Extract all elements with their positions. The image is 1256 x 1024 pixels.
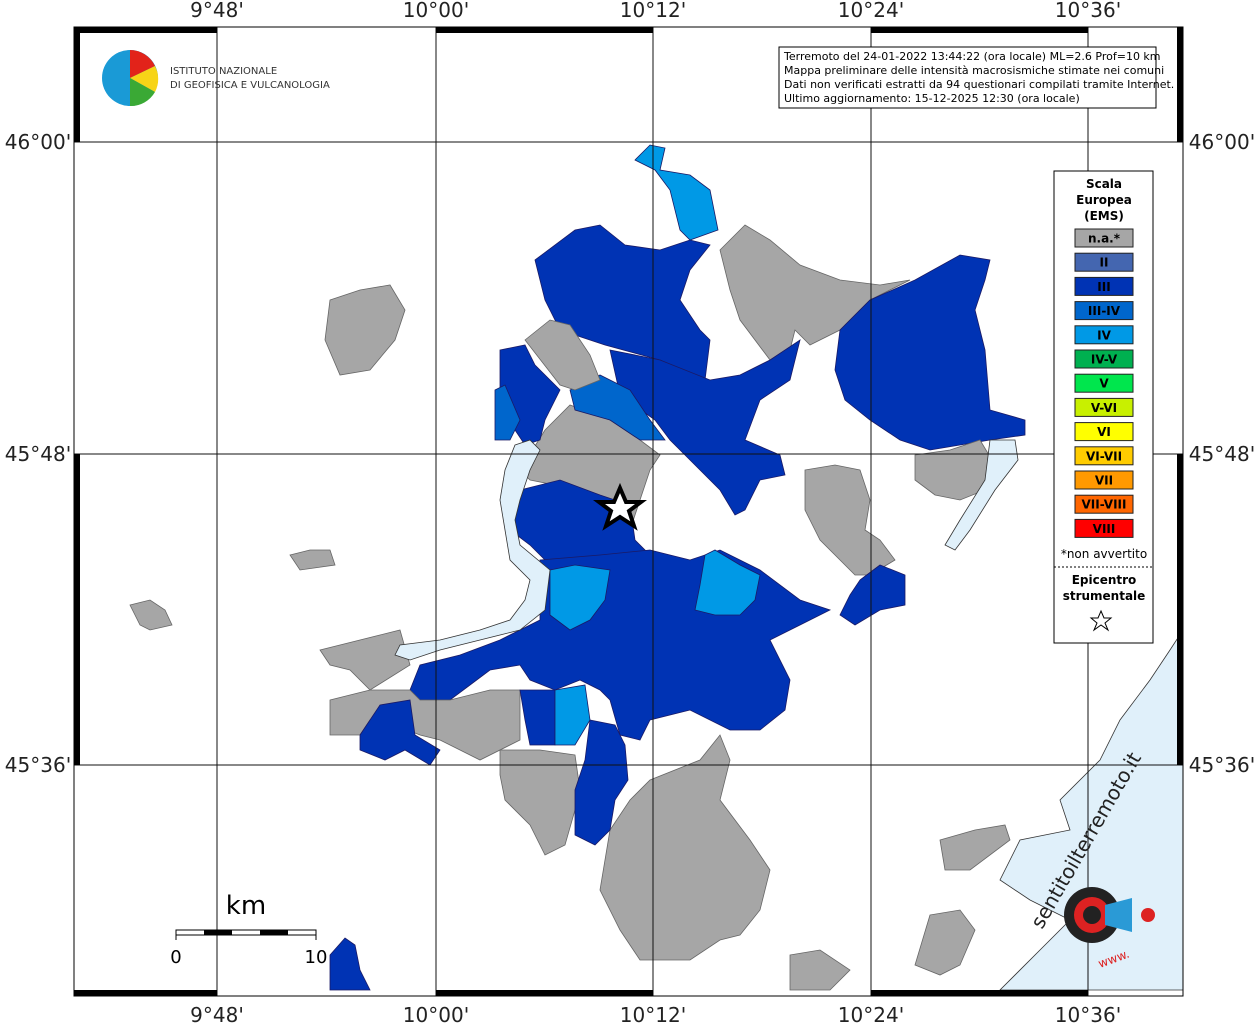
lakes: [999, 628, 1184, 991]
legend-swatch: [1074, 373, 1134, 393]
longitude-label: 10°24': [838, 1003, 904, 1024]
latitude-label: 45°48': [1189, 442, 1255, 466]
legend-note: *non avvertito: [1061, 547, 1147, 561]
legend-label: IV: [1097, 328, 1111, 342]
logo-text: ISTITUTO NAZIONALE: [170, 66, 277, 77]
latitude-label: 45°48': [5, 442, 71, 466]
legend-title: Europea: [1076, 193, 1132, 207]
legend-label: n.a.*: [1088, 232, 1121, 246]
legend-label: VI-VII: [1086, 449, 1122, 463]
info-line: Mappa preliminare delle intensità macros…: [784, 64, 1164, 77]
legend-label: VI: [1097, 425, 1111, 439]
info-line: Dati non verificati estratti da 94 quest…: [784, 78, 1174, 91]
legend-label: VIII: [1093, 522, 1116, 536]
legend-swatch: [1074, 325, 1134, 345]
scale-end: 10: [305, 947, 328, 968]
legend-label: V-VI: [1091, 401, 1117, 415]
latitude-label: 45°36': [5, 753, 71, 777]
legend-swatch: [1074, 422, 1134, 442]
legend-title: Scala: [1086, 177, 1122, 191]
legend-label: III: [1097, 280, 1110, 294]
info-line: Terremoto del 24-01-2022 13:44:22 (ora l…: [783, 50, 1161, 63]
legend-label: VII: [1095, 474, 1113, 488]
legend-label: VII-VIII: [1081, 498, 1126, 512]
scale-start: 0: [170, 947, 181, 968]
frame: [73, 26, 1184, 997]
longitude-label: 10°12': [620, 1003, 686, 1024]
scale-unit: km: [226, 891, 266, 921]
info-line: Ultimo aggiornamento: 15-12-2025 12:30 (…: [784, 92, 1080, 105]
scale-bar: km 0 10: [170, 891, 327, 968]
longitude-label: 10°00': [403, 0, 469, 22]
legend-label: V: [1099, 377, 1109, 391]
longitude-label: 9°48': [190, 0, 244, 22]
legend-swatch: [1074, 228, 1134, 248]
legend-epicentre: Epicentro: [1072, 573, 1137, 587]
legend-title: (EMS): [1084, 209, 1124, 223]
latitude-label: 46°00': [1189, 130, 1255, 154]
legend-label: II: [1100, 256, 1109, 270]
epicentre-star: [593, 482, 647, 531]
legend-swatch: [1074, 494, 1134, 514]
legend-swatch: [1074, 470, 1134, 490]
legend-epicentre: strumentale: [1063, 589, 1146, 603]
longitude-label: 10°00': [403, 1003, 469, 1024]
longitude-label: 10°12': [620, 0, 686, 22]
logo: ISTITUTO NAZIONALE DI GEOFISICA E VULCAN…: [102, 50, 330, 107]
latitude-label: 46°00': [5, 130, 71, 154]
legend-label: IV-V: [1091, 353, 1118, 367]
legend-swatch: [1074, 397, 1134, 417]
legend-swatch: [1074, 349, 1134, 369]
legend-swatch: [1074, 276, 1134, 296]
longitude-label: 9°48': [190, 1003, 244, 1024]
longitude-label: 10°24': [838, 0, 904, 22]
legend-label: III-IV: [1088, 304, 1121, 318]
legend-star: [1089, 609, 1113, 632]
latitude-label: 45°36': [1189, 753, 1255, 777]
info-box: [778, 46, 1157, 109]
municipalities: [129, 144, 1026, 991]
legend-swatch: [1074, 252, 1134, 272]
legend-swatch: [1074, 446, 1134, 466]
longitude-label: 10°36': [1055, 1003, 1121, 1024]
longitude-label: 10°36': [1055, 0, 1121, 22]
logo-text: DI GEOFISICA E VULCANOLOGIA: [170, 80, 330, 91]
legend-swatch: [1074, 518, 1134, 538]
legend-swatch: [1074, 301, 1134, 321]
